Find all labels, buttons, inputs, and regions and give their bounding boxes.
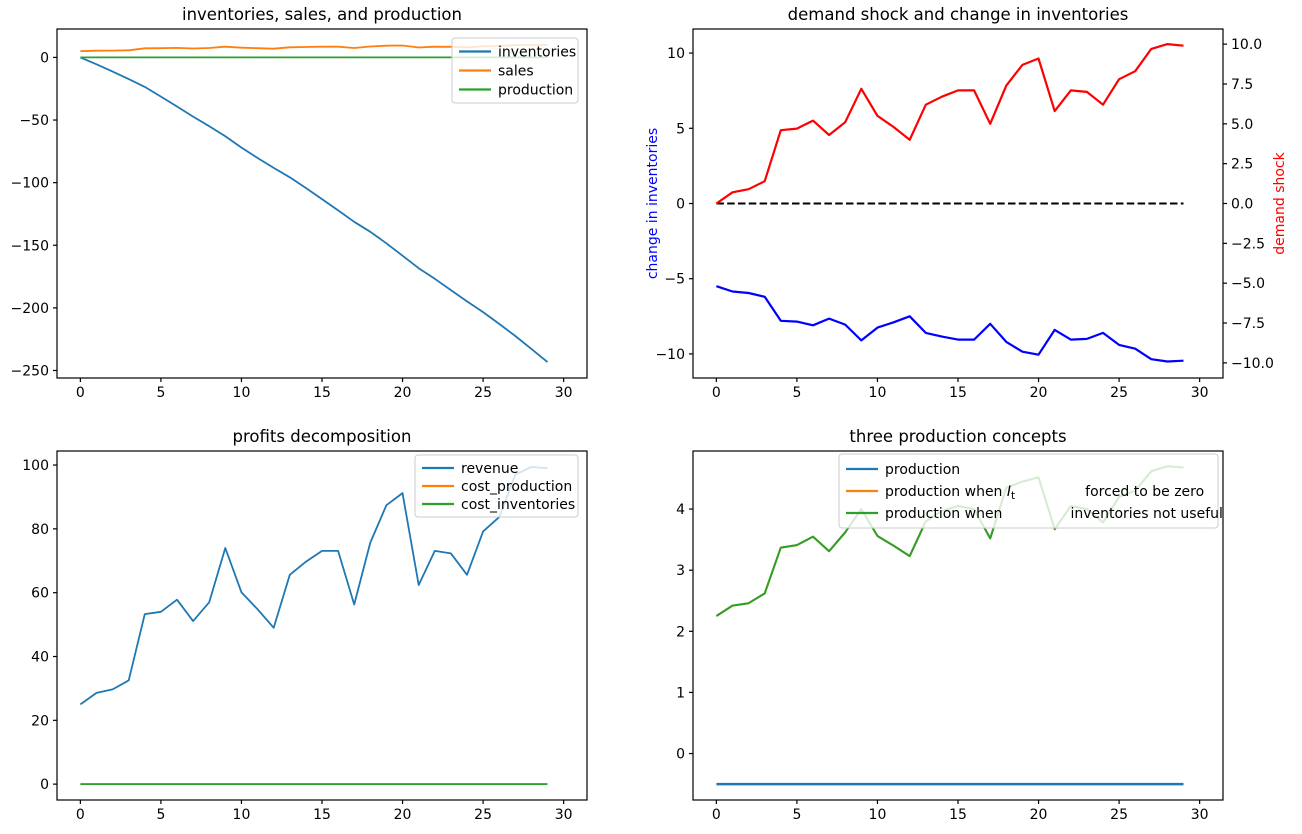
- x-tick-label: 15: [949, 807, 967, 823]
- y-tick-label: −50: [19, 113, 49, 129]
- y-tick-label: 0: [40, 777, 49, 793]
- y-tick-label: 0: [40, 50, 49, 66]
- x-tick-label: 20: [1030, 807, 1048, 823]
- subplot-profits-decomposition: profits decomposition 0 5 10 15 20 25 30 0 20 40 60…: [22, 427, 588, 823]
- y-tick-label: 20: [31, 713, 49, 729]
- y-tick-label: −100: [11, 176, 49, 192]
- y-tick-label: −250: [11, 363, 49, 379]
- x-tick-label: 0: [76, 807, 85, 823]
- x-tick-label: 30: [1191, 385, 1209, 401]
- y-tick-label: 5: [676, 121, 685, 137]
- y-tick-label-right: −7.5: [1231, 316, 1265, 332]
- y-axis-label-left: change in inventories: [645, 128, 661, 279]
- legend-label: cost_production: [461, 479, 572, 495]
- y-tick-label-right: −2.5: [1231, 236, 1265, 252]
- y-tick-label: 40: [31, 650, 49, 666]
- y-tick-label: 60: [31, 586, 49, 602]
- x-tick-label: 10: [233, 807, 251, 823]
- y-tick-label: 4: [676, 502, 685, 518]
- y-tick-label: 2: [676, 624, 685, 640]
- y-tick-label: 1: [676, 685, 685, 701]
- legend-label: production when It forced to be zero: [885, 484, 1204, 502]
- x-tick-label: 10: [869, 807, 887, 823]
- y-tick-label: 0: [676, 747, 685, 763]
- y-tick-label-right: −5.0: [1231, 276, 1265, 292]
- plot-line-inventories: [80, 56, 549, 363]
- chart-title: three production concepts: [849, 427, 1066, 446]
- legend-box: [414, 454, 579, 518]
- x-tick-label: 5: [156, 385, 165, 401]
- legend-label: cost_inventories: [461, 497, 575, 513]
- subplot-inventories-sales-production: inventories, sales, and production 0 5 10 15…: [11, 5, 588, 401]
- legend-label: inventories: [498, 45, 576, 61]
- x-tick-label: 25: [1110, 807, 1128, 823]
- x-tick-label: 10: [869, 385, 887, 401]
- x-tick-label: 25: [474, 385, 492, 401]
- chart-title: demand shock and change in inventories: [788, 5, 1129, 24]
- y-tick-label-right: 5.0: [1231, 117, 1253, 133]
- plot-line-change-in-inventories: [716, 285, 1184, 363]
- x-tick-label: 25: [1110, 385, 1128, 401]
- legend-label: production: [885, 462, 960, 478]
- x-tick-label: 15: [313, 385, 331, 401]
- y-tick-label: −200: [11, 301, 49, 317]
- legend: production production when It forced to be…: [838, 453, 1223, 529]
- y-tick-label-right: −10.0: [1231, 356, 1274, 372]
- x-tick-label: 15: [313, 807, 331, 823]
- y-axis-label-right: demand shock: [1272, 151, 1288, 254]
- y-tick-label: 0: [676, 197, 685, 213]
- x-tick-label: 0: [712, 385, 721, 401]
- y-tick-label: 100: [22, 458, 49, 474]
- subplot-three-production-concepts: three production concepts 0 5 10 15 20 25 30 0 1 2…: [676, 427, 1224, 823]
- x-tick-label: 0: [76, 385, 85, 401]
- x-tick-label: 20: [394, 385, 412, 401]
- plot-line-demand-shock: [715, 42, 1184, 205]
- y-tick-label: 80: [31, 522, 49, 538]
- y-tick-label: 10: [667, 46, 685, 62]
- x-tick-label: 20: [394, 807, 412, 823]
- legend: inventories sales production: [451, 37, 579, 104]
- x-tick-label: 30: [555, 807, 573, 823]
- legend-label: production: [498, 83, 573, 99]
- y-tick-label-right: 2.5: [1231, 157, 1253, 173]
- x-tick-label: 5: [156, 807, 165, 823]
- x-tick-label: 30: [1191, 807, 1209, 823]
- x-tick-label: 15: [949, 385, 967, 401]
- x-tick-label: 25: [474, 807, 492, 823]
- chart-title: profits decomposition: [233, 427, 412, 446]
- plot-line-revenue: [79, 466, 548, 706]
- x-tick-label: 10: [233, 385, 251, 401]
- y-tick-label: −5: [664, 272, 685, 288]
- x-tick-label: 5: [792, 807, 801, 823]
- legend: revenue cost_production cost_inventories: [414, 454, 579, 518]
- legend-box: [451, 37, 579, 104]
- x-tick-label: 20: [1030, 385, 1048, 401]
- x-tick-label: 30: [555, 385, 573, 401]
- chart-title: inventories, sales, and production: [182, 5, 462, 24]
- legend-box: [838, 453, 1219, 529]
- legend-label: revenue: [461, 461, 518, 477]
- legend-label: production when inventories not useful: [885, 506, 1223, 522]
- x-tick-label: 0: [712, 807, 721, 823]
- x-tick-label: 5: [792, 385, 801, 401]
- y-tick-label-right: 10.0: [1231, 37, 1262, 53]
- y-tick-label-right: 0.0: [1231, 197, 1253, 213]
- y-tick-label-right: 7.5: [1231, 77, 1253, 93]
- legend-label: sales: [498, 64, 534, 80]
- y-tick-label: 3: [676, 563, 685, 579]
- y-tick-label: −150: [11, 238, 49, 254]
- y-tick-label: −10: [655, 347, 685, 363]
- subplot-demand-shock-and-change-in-inventories: demand shock and change in inventories 0 5…: [645, 5, 1288, 401]
